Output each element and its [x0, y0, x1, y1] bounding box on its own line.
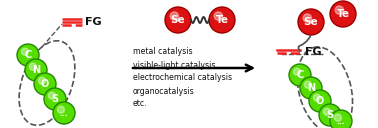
Text: visible-light catalysis: visible-light catalysis	[133, 61, 215, 70]
Text: electrochemical catalysis: electrochemical catalysis	[133, 73, 232, 83]
Circle shape	[303, 14, 311, 22]
Circle shape	[48, 92, 56, 99]
Circle shape	[304, 81, 311, 88]
Circle shape	[34, 73, 56, 95]
Text: C: C	[24, 50, 32, 60]
Circle shape	[53, 102, 75, 124]
Circle shape	[300, 77, 322, 99]
Circle shape	[330, 1, 356, 27]
Text: S: S	[327, 110, 333, 120]
Text: N: N	[307, 83, 315, 93]
Text: O: O	[316, 96, 324, 106]
Circle shape	[29, 63, 36, 70]
Circle shape	[39, 77, 45, 84]
Text: etc.: etc.	[133, 99, 148, 109]
Text: Se: Se	[171, 15, 185, 25]
Text: organocatalysis: organocatalysis	[133, 87, 195, 95]
Circle shape	[170, 12, 178, 20]
Circle shape	[330, 110, 352, 128]
Text: ...: ...	[60, 109, 68, 118]
Circle shape	[313, 94, 321, 101]
Text: S: S	[51, 94, 59, 104]
Circle shape	[209, 7, 235, 33]
Text: ...: ...	[337, 116, 345, 125]
Circle shape	[25, 59, 47, 81]
Text: N: N	[32, 65, 40, 75]
Circle shape	[335, 6, 344, 14]
Circle shape	[298, 9, 324, 35]
Circle shape	[17, 44, 39, 66]
Text: Te: Te	[336, 9, 350, 19]
Circle shape	[309, 90, 331, 112]
Text: FG: FG	[305, 47, 322, 57]
Circle shape	[324, 108, 330, 115]
Circle shape	[293, 68, 301, 75]
Text: metal catalysis: metal catalysis	[133, 47, 193, 56]
Circle shape	[319, 104, 341, 126]
Text: O: O	[41, 79, 49, 89]
Text: C: C	[296, 70, 304, 80]
Circle shape	[335, 114, 341, 121]
Text: Se: Se	[304, 17, 318, 27]
Circle shape	[289, 64, 311, 86]
Circle shape	[22, 48, 28, 55]
Circle shape	[57, 106, 64, 113]
Circle shape	[165, 7, 191, 33]
Text: Te: Te	[215, 15, 228, 25]
Circle shape	[214, 12, 223, 20]
Circle shape	[44, 88, 66, 110]
Text: FG: FG	[85, 17, 102, 27]
